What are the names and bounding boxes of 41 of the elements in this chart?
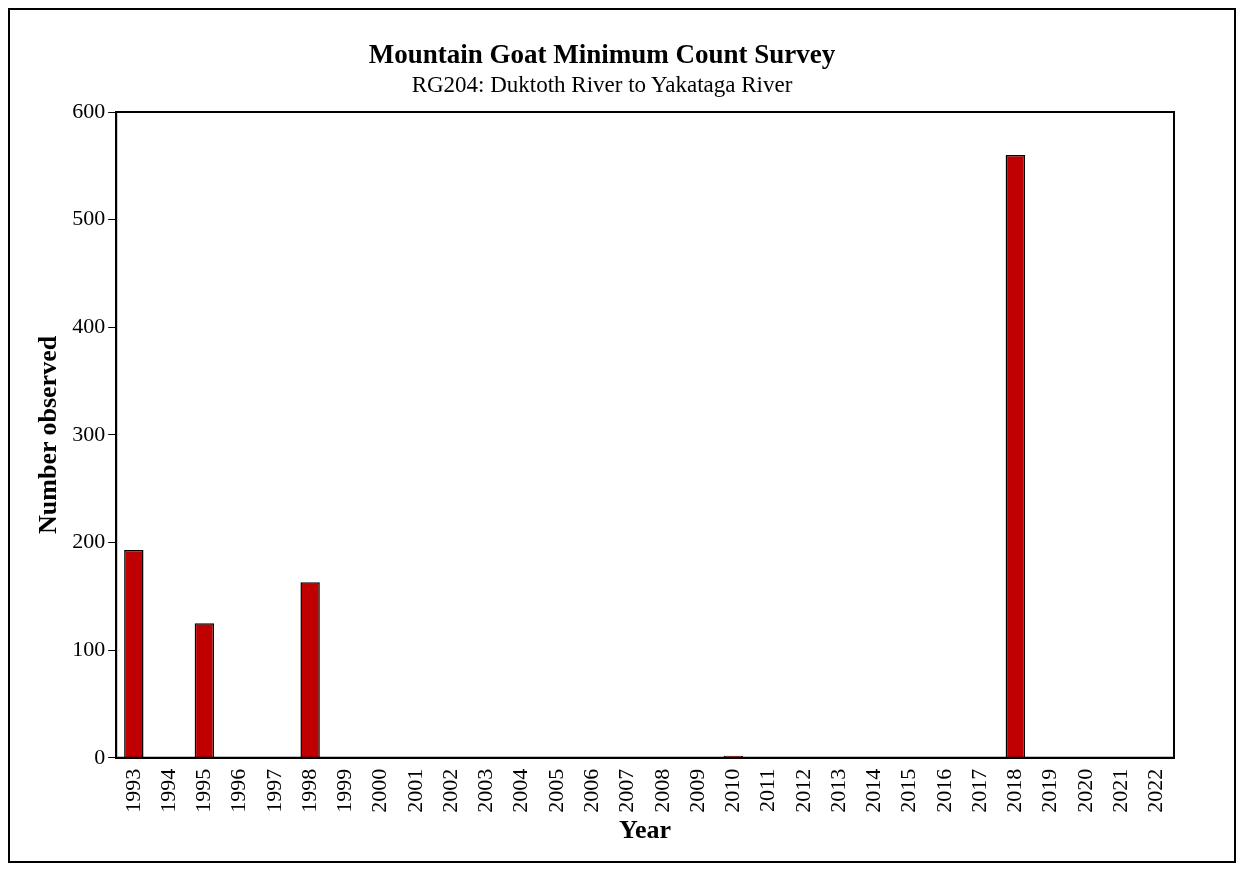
x-tick-label: 1995	[190, 768, 216, 813]
x-tick-label: 2018	[1001, 768, 1027, 813]
x-tick-label: 2008	[648, 768, 674, 813]
x-tick-label: 2017	[965, 768, 991, 813]
x-tick-label: 1996	[225, 768, 251, 813]
x-tick-label: 2010	[719, 768, 745, 813]
y-tick-label: 500	[72, 205, 106, 231]
y-tick-label: 400	[72, 313, 106, 339]
x-tick-label: 2003	[472, 768, 498, 813]
x-tick-label: 2009	[683, 768, 709, 813]
chart-subtitle: RG204: Duktoth River to Yakataga River	[411, 72, 793, 98]
y-tick-label: 600	[72, 97, 106, 123]
x-tick-label: 2005	[542, 768, 568, 813]
y-tick-label: 200	[72, 528, 106, 554]
x-tick-label: 2012	[789, 768, 815, 813]
x-tick-label: 2007	[613, 768, 639, 813]
x-tick-label: 2022	[1142, 768, 1168, 813]
x-tick-label: 2006	[577, 768, 603, 813]
y-tick-label: 100	[72, 635, 106, 661]
x-tick-label: 2016	[930, 768, 956, 813]
x-tick-label: 2021	[1106, 768, 1132, 813]
x-tick-label: 1993	[119, 768, 145, 813]
x-tick-label: 2004	[507, 768, 533, 813]
x-tick-label: 2020	[1071, 768, 1097, 813]
x-tick-label: 2019	[1036, 768, 1062, 813]
x-tick-label: 1997	[260, 768, 286, 813]
x-tick-label: 1994	[154, 768, 180, 813]
x-tick-label: 1999	[331, 768, 357, 813]
x-tick-label: 2002	[436, 768, 462, 813]
x-axis-title: Year	[619, 815, 672, 845]
x-tick-label: 2001	[401, 768, 427, 813]
chart-title: Mountain Goat Minimum Count Survey	[368, 39, 836, 70]
x-tick-label: 2015	[895, 768, 921, 813]
x-tick-label: 2011	[754, 768, 780, 812]
y-axis-title: Number observed	[33, 335, 63, 534]
x-tick-label: 1998	[295, 768, 321, 813]
x-tick-label: 2013	[824, 768, 850, 813]
y-tick-label: 300	[72, 420, 106, 446]
y-tick-label: 0	[94, 743, 106, 769]
x-tick-label: 2014	[860, 768, 886, 813]
x-tick-label: 2000	[366, 768, 392, 813]
